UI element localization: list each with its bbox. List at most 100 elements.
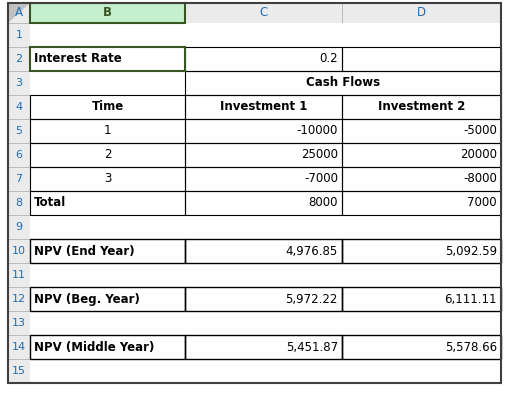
Bar — [30, 359, 185, 383]
Text: Total: Total — [34, 197, 66, 209]
Bar — [8, 263, 30, 287]
Bar — [342, 95, 501, 119]
Bar — [185, 287, 342, 311]
Text: 5,451.87: 5,451.87 — [286, 340, 338, 354]
Bar — [342, 71, 501, 95]
Text: Investment 1: Investment 1 — [220, 100, 307, 114]
Bar — [342, 191, 501, 215]
Bar — [30, 239, 185, 263]
Bar — [30, 143, 185, 167]
Bar — [185, 119, 342, 143]
Bar — [30, 23, 185, 47]
Bar — [342, 287, 501, 311]
Bar — [30, 167, 185, 191]
Bar — [8, 359, 30, 383]
Bar — [342, 47, 501, 71]
Bar — [30, 239, 185, 263]
Text: 14: 14 — [12, 342, 26, 352]
Bar — [185, 191, 342, 215]
Bar — [185, 287, 342, 311]
Bar — [185, 167, 342, 191]
Text: A: A — [15, 7, 23, 19]
Bar — [30, 191, 185, 215]
Bar — [342, 167, 501, 191]
Bar — [30, 47, 185, 71]
Bar — [8, 191, 30, 215]
Text: 13: 13 — [12, 318, 26, 328]
Bar — [8, 143, 30, 167]
Bar — [185, 47, 342, 71]
Bar — [342, 167, 501, 191]
Bar — [185, 23, 342, 47]
Bar — [342, 239, 501, 263]
Bar — [342, 239, 501, 263]
Bar — [342, 143, 501, 167]
Bar — [185, 239, 342, 263]
Bar — [15, 3, 26, 23]
Bar — [30, 3, 185, 23]
Bar — [342, 95, 501, 119]
Bar — [185, 119, 342, 143]
Bar — [342, 119, 501, 143]
Bar — [185, 359, 342, 383]
Bar — [30, 335, 185, 359]
Bar — [185, 167, 342, 191]
Text: NPV (Beg. Year): NPV (Beg. Year) — [34, 292, 140, 306]
Text: 20000: 20000 — [460, 149, 497, 161]
Bar — [342, 143, 501, 167]
Text: Time: Time — [91, 100, 124, 114]
Bar — [342, 23, 501, 47]
Bar — [342, 287, 501, 311]
Text: D: D — [417, 7, 426, 19]
Bar — [342, 3, 501, 23]
Bar — [342, 47, 501, 71]
Bar — [30, 239, 185, 263]
Bar — [185, 143, 342, 167]
Text: 10: 10 — [12, 246, 26, 256]
Bar — [30, 71, 185, 95]
Bar — [342, 239, 501, 263]
Text: 3: 3 — [104, 173, 111, 185]
Bar — [342, 143, 501, 167]
Text: 25000: 25000 — [301, 149, 338, 161]
Text: 5,578.66: 5,578.66 — [445, 340, 497, 354]
Text: NPV (Middle Year): NPV (Middle Year) — [34, 340, 154, 354]
Bar — [342, 47, 501, 71]
Text: 9: 9 — [16, 222, 22, 232]
Bar — [342, 335, 501, 359]
Bar — [8, 119, 30, 143]
Bar — [185, 335, 342, 359]
Bar — [30, 143, 185, 167]
Bar — [8, 335, 30, 359]
Bar — [342, 335, 501, 359]
Bar — [8, 95, 30, 119]
Bar — [185, 119, 342, 143]
Bar — [30, 335, 185, 359]
Bar — [30, 47, 185, 71]
Bar — [185, 95, 342, 119]
Bar — [342, 335, 501, 359]
Bar — [8, 311, 30, 335]
Bar — [30, 335, 185, 359]
Bar — [185, 215, 342, 239]
Bar — [342, 167, 501, 191]
Text: 11: 11 — [12, 270, 26, 280]
Text: -8000: -8000 — [463, 173, 497, 185]
Text: -7000: -7000 — [304, 173, 338, 185]
Text: 5,972.22: 5,972.22 — [285, 292, 338, 306]
Bar — [30, 95, 185, 119]
Bar — [185, 239, 342, 263]
Text: 7: 7 — [16, 174, 22, 184]
Bar — [342, 311, 501, 335]
Text: 6: 6 — [16, 150, 22, 160]
Text: Cash Flows: Cash Flows — [306, 76, 380, 90]
Bar — [185, 95, 342, 119]
Bar — [30, 119, 185, 143]
Bar — [342, 287, 501, 311]
Text: 1: 1 — [16, 30, 22, 40]
Bar — [342, 191, 501, 215]
Text: 12: 12 — [12, 294, 26, 304]
Text: 8000: 8000 — [308, 197, 338, 209]
Bar — [8, 167, 30, 191]
Text: C: C — [260, 7, 268, 19]
